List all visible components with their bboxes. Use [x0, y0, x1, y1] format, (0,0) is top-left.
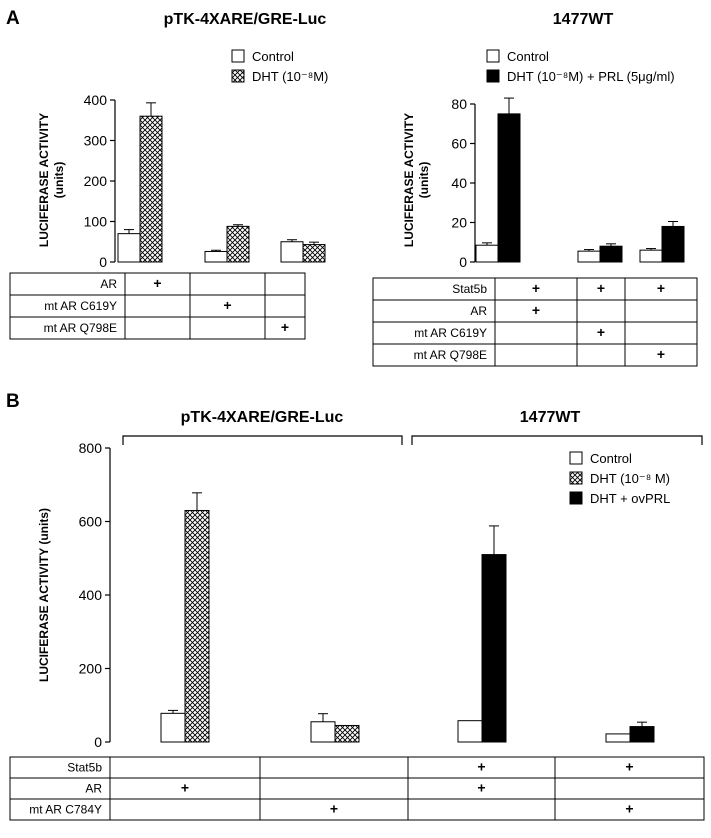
table-plus-mark: + [223, 297, 231, 313]
bar-black-1 [600, 246, 622, 262]
table-row-label: mt AR C619Y [44, 299, 117, 313]
legend-swatch-dht [570, 472, 582, 484]
y-tick-label: 200 [84, 173, 108, 189]
legend-label-control: Control [252, 49, 294, 64]
y-tick-label: 0 [459, 254, 467, 270]
y-tick-label: 0 [99, 254, 107, 270]
bar-crosshatch-0 [140, 116, 162, 262]
legend-label-dht-ovprl: DHT + ovPRL [590, 491, 670, 506]
y-axis-label: LUCIFERASE ACTIVITY [37, 113, 51, 247]
table-row-label: mt AR Q798E [414, 348, 487, 362]
table-row-label: AR [85, 782, 102, 796]
table-plus-mark: + [477, 759, 485, 775]
legend-label-control: Control [507, 49, 549, 64]
group-bracket-1477wt [412, 436, 702, 445]
y-tick-label: 200 [79, 661, 103, 677]
y-tick-label: 800 [79, 440, 103, 456]
chart-a-right: 1477WT LUCIFERASE ACTIVITY (units) 0 20 40… [373, 11, 697, 366]
bar-black-2 [482, 555, 506, 742]
legend-swatch-control [487, 50, 499, 62]
legend-label-dht-prl: DHT (10⁻⁸M) + PRL (5μg/ml) [507, 69, 675, 84]
table-plus-mark: + [657, 346, 665, 362]
bar-white-0 [161, 713, 185, 742]
table-plus-mark: + [181, 780, 189, 796]
table-plus-mark: + [657, 280, 665, 296]
table-row-label: Stat5b [452, 282, 487, 296]
group-bracket-ptk [123, 436, 402, 445]
table-plus-mark: + [532, 302, 540, 318]
bar-white-1 [578, 251, 600, 262]
y-tick-label: 0 [94, 734, 102, 750]
legend-label-dht: DHT (10⁻⁸ M) [590, 471, 670, 486]
table-plus-mark: + [477, 780, 485, 796]
condition-table-border [10, 757, 704, 820]
panel-label-a: A [6, 8, 20, 29]
table-row-label: AR [470, 304, 487, 318]
table-plus-mark: + [597, 324, 605, 340]
y-axis-label: LUCIFERASE ACTIVITY (units) [37, 508, 51, 682]
table-row-label: Stat5b [67, 761, 102, 775]
bar-white-0 [476, 245, 498, 262]
y-tick-label: 400 [79, 587, 103, 603]
bar-black-0 [498, 114, 520, 262]
bar-white-0 [118, 234, 140, 262]
y-axis-label: LUCIFERASE ACTIVITY [402, 113, 416, 247]
bar-crosshatch-0 [185, 510, 209, 742]
chart-title: 1477WT [553, 11, 614, 28]
chart-b: pTK-4XARE/GRE-Luc 1477WT LUCIFERASE ACTI… [10, 409, 704, 820]
bar-crosshatch-1 [227, 226, 249, 262]
group-label-ptk: pTK-4XARE/GRE-Luc [181, 409, 344, 426]
y-tick-label: 80 [451, 96, 467, 112]
table-row-label: mt AR C784Y [29, 803, 102, 817]
y-tick-label: 40 [451, 175, 467, 191]
bar-crosshatch-2 [303, 245, 325, 262]
y-tick-label: 400 [84, 92, 108, 108]
table-row-label: AR [100, 277, 117, 291]
table-row-label: mt AR Q798E [44, 321, 117, 335]
bar-white-3 [606, 734, 630, 742]
y-axis-label-units: (units) [417, 162, 431, 199]
group-label-1477wt: 1477WT [520, 409, 581, 426]
table-plus-mark: + [153, 275, 161, 291]
y-tick-label: 100 [84, 214, 108, 230]
table-plus-mark: + [625, 801, 633, 817]
y-axis-label-units: (units) [52, 162, 66, 199]
bar-white-1 [205, 251, 227, 262]
bar-white-2 [458, 721, 482, 742]
table-row-label: mt AR C619Y [414, 326, 487, 340]
table-plus-mark: + [597, 280, 605, 296]
bar-black-3 [630, 727, 654, 742]
y-tick-label: 20 [451, 215, 467, 231]
y-tick-label: 60 [451, 136, 467, 152]
table-plus-mark: + [281, 319, 289, 335]
legend-swatch-control [570, 452, 582, 464]
legend-swatch-dht [232, 70, 244, 82]
y-tick-label: 600 [79, 514, 103, 530]
chart-a-left: pTK-4XARE/GRE-Luc LUCIFERASE ACTIVITY (u… [10, 11, 328, 339]
bar-black-2 [662, 226, 684, 262]
legend-swatch-control [232, 50, 244, 62]
legend-swatch-dht-prl [487, 70, 499, 82]
legend-swatch-dht-ovprl [570, 492, 582, 504]
legend-label-control: Control [590, 451, 632, 466]
table-plus-mark: + [625, 759, 633, 775]
bar-white-2 [281, 242, 303, 262]
bar-white-2 [640, 250, 662, 262]
table-plus-mark: + [532, 280, 540, 296]
panel-label-b: B [6, 391, 20, 412]
bar-white-1 [311, 722, 335, 742]
chart-title: pTK-4XARE/GRE-Luc [164, 11, 327, 28]
legend-label-dht: DHT (10⁻⁸M) [252, 69, 328, 84]
y-tick-label: 300 [84, 133, 108, 149]
bar-crosshatch-1 [335, 725, 359, 742]
table-plus-mark: + [330, 801, 338, 817]
